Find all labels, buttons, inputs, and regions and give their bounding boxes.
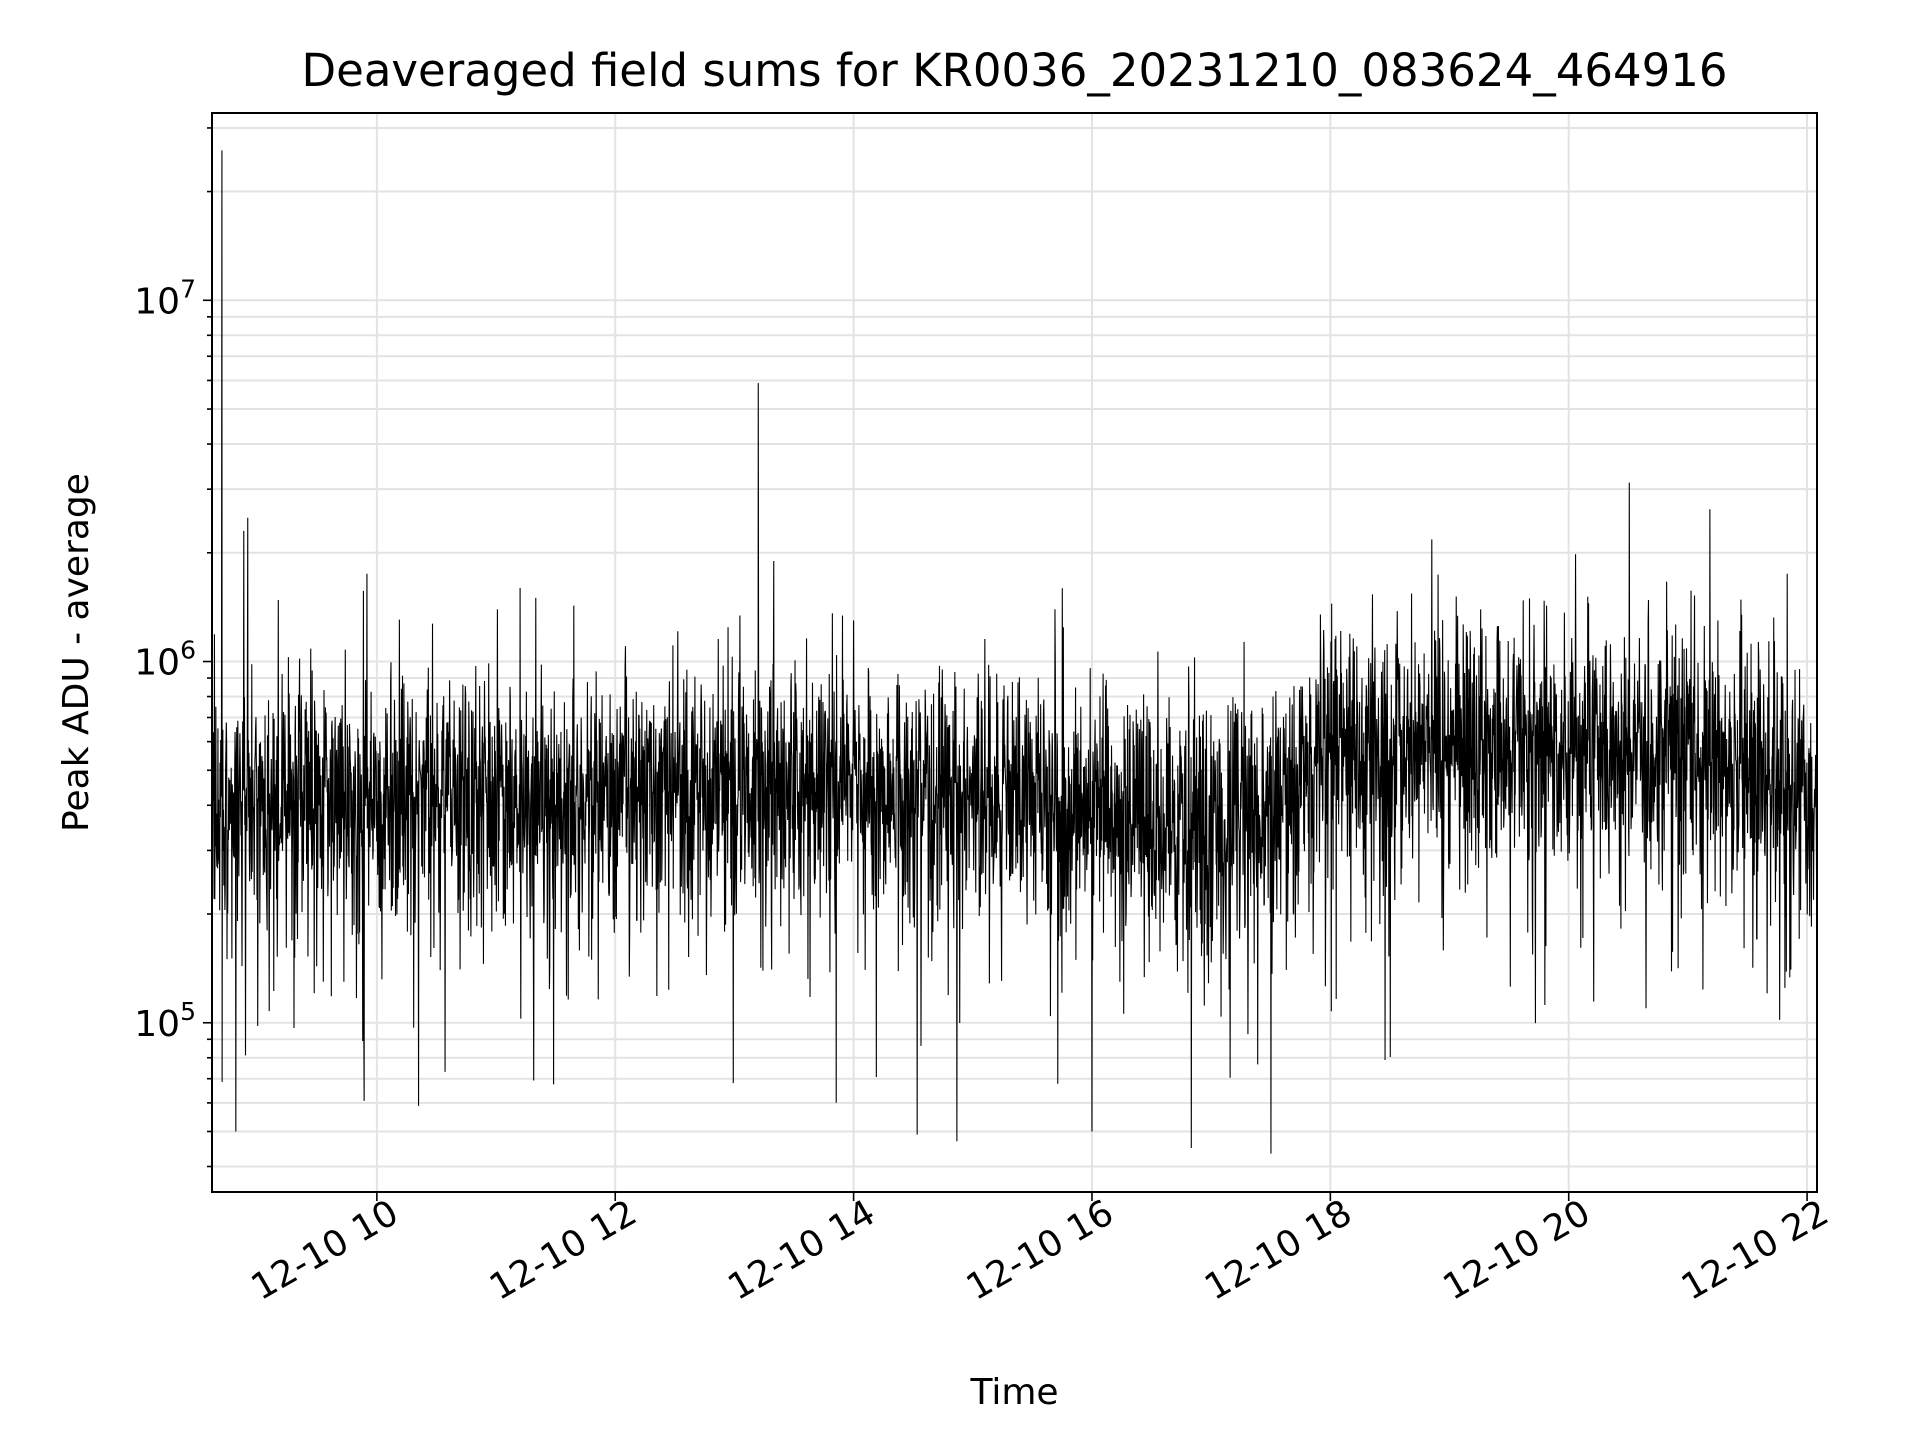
x-tick-label: 12-10 10 bbox=[245, 1192, 406, 1308]
x-tick-label: 12-10 20 bbox=[1437, 1192, 1598, 1308]
plot-frame bbox=[211, 112, 1818, 1193]
y-tick-label: 106 bbox=[134, 636, 196, 684]
x-tick-label: 12-10 14 bbox=[721, 1192, 882, 1308]
x-tick-label: 12-10 12 bbox=[483, 1192, 644, 1308]
series-line bbox=[212, 150, 1817, 1154]
x-tick-label: 12-10 16 bbox=[960, 1192, 1121, 1308]
chart-title: Deaveraged field sums for KR0036_2023121… bbox=[302, 44, 1728, 97]
series-layer bbox=[212, 150, 1817, 1154]
x-tick-label: 12-10 18 bbox=[1198, 1192, 1359, 1308]
x-tick-label: 12-10 22 bbox=[1675, 1192, 1836, 1308]
y-tick-label: 107 bbox=[134, 274, 196, 322]
y-axis-label: Peak ADU - average bbox=[56, 473, 97, 832]
x-axis-label: Time bbox=[969, 1372, 1058, 1413]
y-tick-label: 105 bbox=[134, 997, 196, 1045]
